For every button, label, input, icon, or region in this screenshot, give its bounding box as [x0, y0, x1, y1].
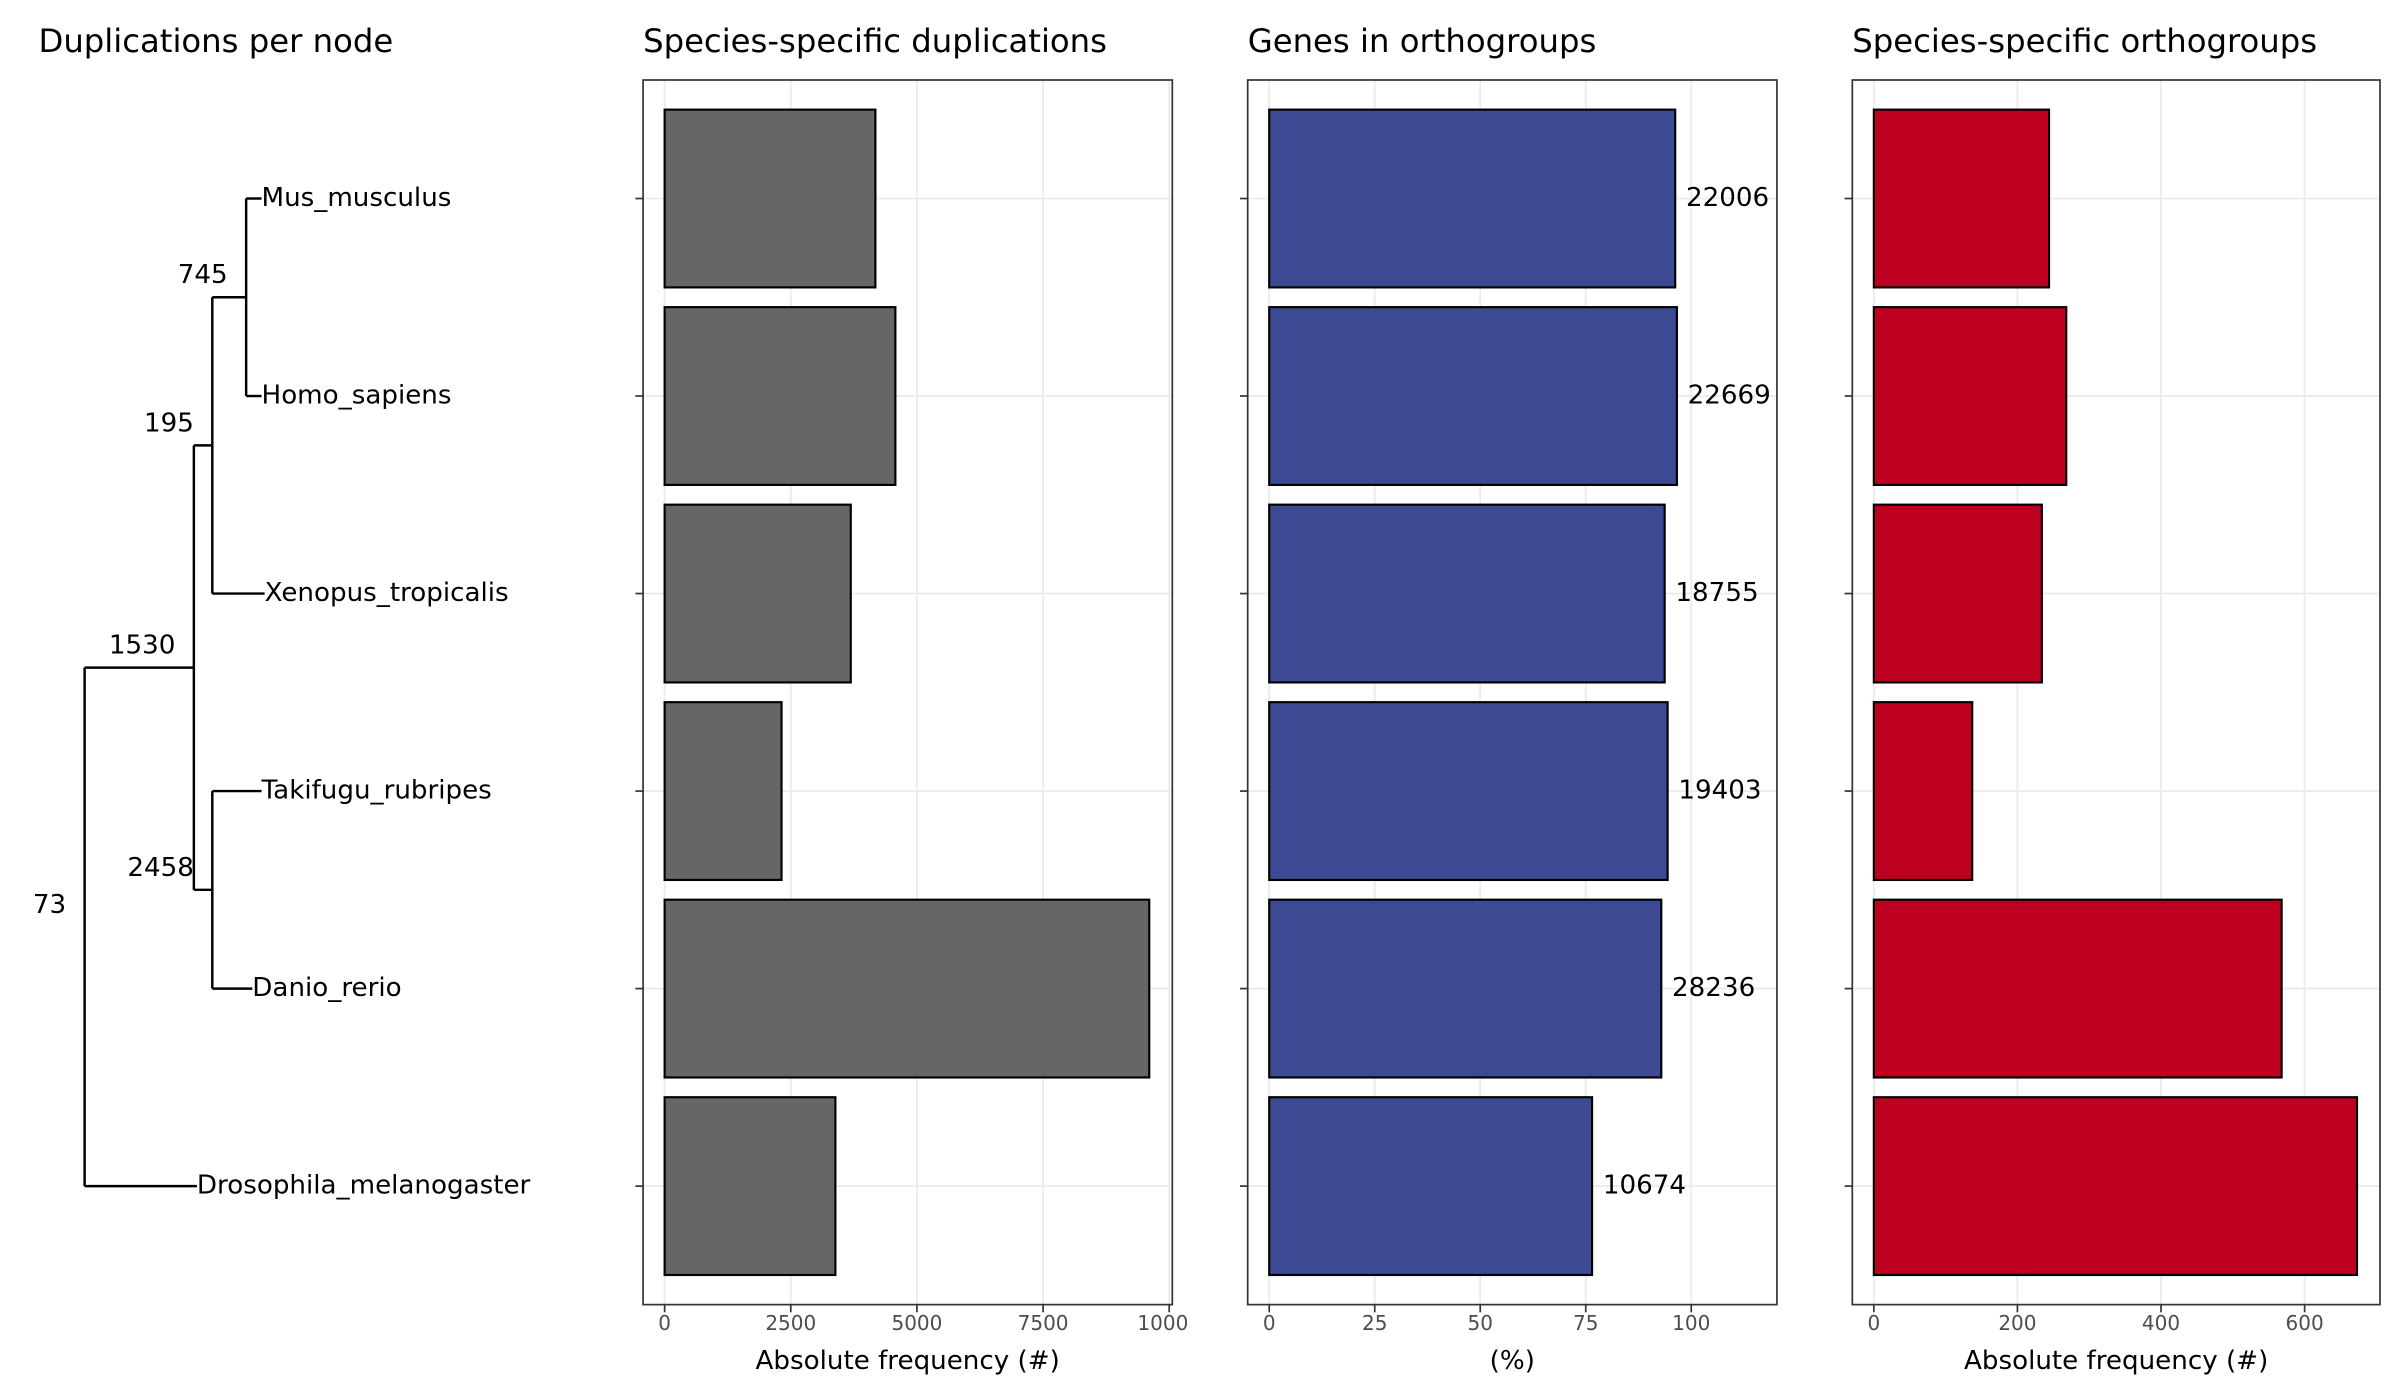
- x-tick-label: 600: [2286, 1311, 2324, 1335]
- x-ticks: 0 200 400 600: [1867, 1311, 2323, 1335]
- x-axis-title: (%): [1490, 1346, 1535, 1376]
- bar: [663, 306, 897, 486]
- x-tick-label: 75: [1573, 1311, 1598, 1335]
- bar: [663, 108, 877, 289]
- x-ticks: 0 25 50 75 100: [1263, 1311, 1710, 1335]
- x-tick-label: 0: [658, 1311, 671, 1335]
- bar-label: 22669: [1688, 381, 1771, 411]
- x-ticks: 0 2500 5000 7500 10000: [658, 1311, 1201, 1335]
- leaf-label: Mus_musculus: [262, 183, 452, 213]
- panel-title: Species-specific duplications: [643, 22, 1107, 60]
- bar-label: 18755: [1675, 578, 1758, 608]
- leaf-label: Drosophila_melanogaster: [197, 1171, 531, 1201]
- x-tick-label: 0: [1263, 1311, 1276, 1335]
- bar: [1872, 503, 2043, 684]
- x-tick-label: 400: [2142, 1311, 2180, 1335]
- node-label: 73: [33, 890, 66, 920]
- leaf-label: Takifugu_rubripes: [261, 776, 492, 806]
- panel-title: Duplications per node: [38, 22, 393, 60]
- leaf-label: Danio_rerio: [252, 973, 401, 1003]
- x-tick-label: 10000: [1137, 1311, 1201, 1335]
- x-tick-label: 0: [1867, 1311, 1880, 1335]
- panel-border: [642, 79, 1174, 1306]
- bar: [663, 898, 1151, 1079]
- panel-border: [1851, 79, 2381, 1306]
- bars: 22006 22669 18755 19403 28236 10674: [1268, 108, 1771, 1277]
- bar: [1268, 701, 1669, 882]
- bar: [1872, 1096, 2359, 1277]
- x-tick-label: 100: [1672, 1311, 1710, 1335]
- bar: [663, 1096, 837, 1277]
- bars: [1872, 108, 2359, 1277]
- bar: [1872, 701, 1974, 882]
- leaf-label: Xenopus_tropicalis: [265, 578, 509, 608]
- bar: [1268, 108, 1677, 289]
- panel-title: Genes in orthogroups: [1248, 22, 1597, 60]
- x-tick-label: 7500: [1018, 1311, 1069, 1335]
- bar-label: 19403: [1678, 776, 1761, 806]
- bar: [1268, 898, 1663, 1079]
- x-tick-label: 2500: [765, 1311, 816, 1335]
- bar-label: 22006: [1686, 183, 1769, 213]
- x-axis-title: Absolute frequency (#): [1964, 1346, 2268, 1376]
- x-tick-label: 50: [1468, 1311, 1493, 1335]
- leaf-label: Homo_sapiens: [262, 381, 452, 411]
- panel-border: [1246, 79, 1778, 1306]
- bar: [663, 701, 783, 882]
- bar: [1268, 306, 1678, 486]
- bar: [663, 503, 852, 684]
- panel-title: Species-specific orthogroups: [1852, 22, 2317, 60]
- node-label: 1530: [109, 631, 176, 661]
- bar-label: 28236: [1672, 973, 1755, 1003]
- node-label: 2458: [127, 853, 194, 883]
- node-label: 195: [144, 408, 194, 438]
- x-axis-title: Absolute frequency (#): [756, 1346, 1060, 1376]
- bar: [1872, 898, 2283, 1079]
- bar: [1872, 108, 2051, 289]
- x-tick-label: 25: [1362, 1311, 1387, 1335]
- tree: 745 195 2458 1530 73 Mus_musculus Homo_sapiens…: [33, 183, 531, 1201]
- bars: [663, 108, 1151, 1277]
- bar: [1872, 306, 2068, 486]
- x-tick-label: 200: [1998, 1311, 2036, 1335]
- bar: [1268, 1096, 1594, 1277]
- node-label: 745: [178, 260, 228, 290]
- bar: [1268, 503, 1666, 684]
- bar-label: 10674: [1603, 1171, 1686, 1201]
- x-tick-label: 5000: [891, 1311, 942, 1335]
